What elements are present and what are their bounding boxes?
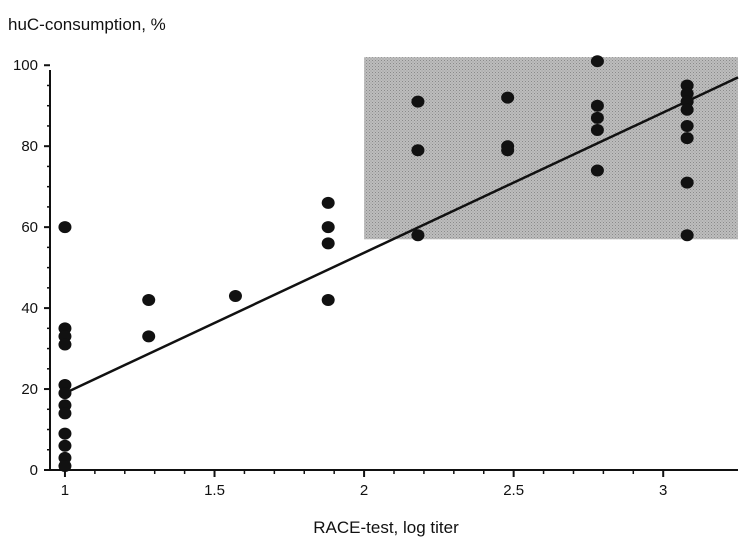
regression-line <box>64 76 739 395</box>
data-point <box>501 91 515 104</box>
y-tick-label: 80 <box>21 138 38 155</box>
data-point <box>411 144 425 157</box>
data-point <box>228 289 242 302</box>
data-point <box>321 221 335 234</box>
data-point <box>142 294 156 306</box>
data-point <box>411 229 425 242</box>
data-point <box>321 294 335 306</box>
data-point <box>321 237 335 250</box>
data-point <box>142 330 156 343</box>
y-tick-label: 100 <box>13 57 38 74</box>
data-point <box>58 407 72 420</box>
data-point <box>680 103 694 116</box>
data-point <box>680 229 694 242</box>
data-point <box>680 132 694 145</box>
data-point <box>590 55 604 68</box>
x-tick-label: 1 <box>61 482 69 499</box>
data-point <box>680 119 694 132</box>
x-tick-label: 3 <box>659 482 667 499</box>
data-point <box>590 164 604 177</box>
data-point <box>58 338 72 351</box>
x-tick-label: 2.5 <box>503 482 524 499</box>
data-point <box>58 427 72 440</box>
x-axis-label: RACE-test, log titer <box>313 518 459 537</box>
shaded-region <box>364 57 738 240</box>
x-tick-label: 1.5 <box>204 482 225 499</box>
data-point <box>590 99 604 112</box>
data-point <box>590 111 604 124</box>
x-tick-label: 2 <box>360 482 368 499</box>
data-point <box>680 176 694 189</box>
y-tick-label: 60 <box>21 219 38 236</box>
data-point <box>590 124 604 136</box>
y-tick-label: 20 <box>21 381 38 398</box>
data-point <box>58 439 72 452</box>
y-tick-label: 0 <box>30 462 38 479</box>
y-tick-label: 40 <box>21 300 38 317</box>
data-point <box>501 144 515 157</box>
data-point <box>58 459 72 472</box>
y-axis-label: huC-consumption, % <box>8 15 166 34</box>
data-point <box>58 387 72 400</box>
data-point <box>411 95 425 108</box>
data-point <box>58 221 72 234</box>
data-point <box>321 196 335 209</box>
